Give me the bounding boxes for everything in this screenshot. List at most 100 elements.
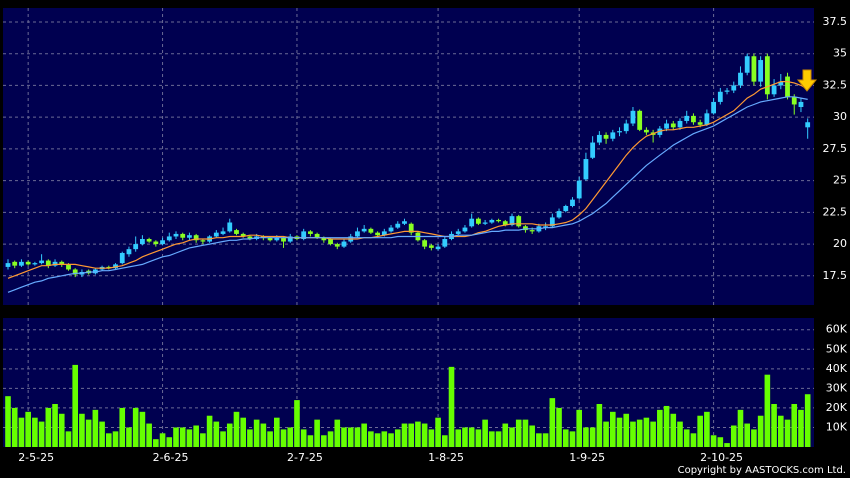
volume-bar (415, 421, 421, 447)
candle-body (308, 231, 313, 234)
volume-bar (233, 411, 240, 447)
candle-body (785, 76, 790, 97)
candle-body (126, 249, 132, 255)
signal-arrow (796, 69, 818, 92)
volume-bar (730, 425, 737, 447)
volume-bar (334, 419, 341, 447)
candle-body (200, 240, 206, 242)
candle-body (355, 231, 360, 237)
candle-body (59, 261, 65, 265)
volume-bar (11, 407, 18, 447)
volume-bar (274, 417, 280, 447)
volume-bar (751, 429, 757, 447)
volume-bar (448, 366, 455, 447)
volume-bar (341, 427, 347, 447)
volume-bar (482, 419, 488, 447)
x-tick-label: 2-10-25 (700, 451, 743, 464)
volume-bar (45, 407, 52, 447)
candle-body (119, 252, 125, 264)
volume-bar (442, 435, 448, 447)
volume-bar (314, 419, 320, 447)
candle-body (623, 123, 629, 132)
candle-body (220, 231, 226, 234)
candle-body (583, 159, 589, 180)
volume-bar (179, 427, 186, 447)
y-tick-label: 30K (826, 381, 848, 394)
volume-bar (347, 427, 354, 447)
volume-bar (542, 433, 549, 447)
volume-bar (791, 404, 798, 447)
candle-body (247, 236, 253, 239)
volume-bar (381, 431, 388, 447)
y-tick-label: 50K (826, 342, 848, 355)
candle-body (435, 246, 441, 250)
candle-body (334, 244, 340, 247)
y-tick-label: 32.5 (823, 78, 848, 91)
volume-bar (515, 419, 522, 447)
candle-body (153, 241, 159, 245)
candle-body (375, 232, 380, 236)
volume-bar (253, 419, 260, 447)
candle-body (462, 227, 468, 232)
candle-body (92, 269, 98, 274)
candle-body (738, 72, 743, 86)
candle-body (388, 227, 394, 232)
candle-body (180, 233, 186, 238)
volume-bar (79, 413, 85, 447)
candle-body (281, 237, 286, 242)
volume-bar (260, 423, 267, 447)
volume-bar (300, 429, 307, 447)
candle-body (361, 228, 367, 232)
volume-bar (72, 364, 78, 447)
candle-body (160, 240, 165, 245)
candle-body (328, 239, 333, 245)
candle-body (590, 142, 596, 158)
price-panel (3, 8, 814, 305)
volume-bar (744, 423, 750, 447)
y-tick-label: 20K (826, 401, 848, 414)
candle-body (502, 221, 508, 226)
volume-bar (650, 421, 656, 447)
volume-bar (502, 423, 509, 447)
candle-body (45, 260, 51, 266)
candle-body (516, 216, 522, 227)
candle-body (5, 263, 11, 267)
candle-body (321, 237, 327, 241)
volume-bar (307, 435, 314, 447)
candle-body (724, 90, 730, 92)
volume-bar (435, 417, 441, 447)
volume-bar (32, 417, 38, 447)
candle-body (267, 237, 273, 241)
candle-body (482, 222, 488, 224)
candle-body (442, 239, 448, 247)
volume-bar (683, 429, 690, 447)
volume-bar (25, 411, 31, 447)
candle-body (234, 230, 239, 234)
candle-body (751, 56, 757, 82)
candle-body (529, 230, 535, 232)
candle-body (711, 101, 716, 114)
volume-bar (704, 411, 710, 447)
volume-bar (495, 431, 502, 447)
volume-bar (139, 411, 146, 447)
y-tick-label: 20 (833, 237, 847, 250)
volume-bar (536, 433, 542, 447)
volume-bar (798, 409, 804, 447)
candle-body (187, 235, 192, 238)
candle-body (402, 221, 407, 224)
volume-bar (529, 425, 535, 447)
candle-body (368, 228, 374, 233)
volume-bar (556, 407, 562, 447)
volume-bar (455, 429, 462, 447)
volume-bar (193, 425, 199, 447)
volume-bar (589, 427, 596, 447)
volume-bar (778, 415, 784, 447)
volume-bar (670, 413, 677, 447)
volume-bar (583, 427, 589, 447)
volume-bar (757, 415, 764, 447)
candle-body (240, 233, 246, 237)
candle-body (146, 239, 152, 242)
volume-bar (576, 409, 582, 447)
y-tick-label: 40K (826, 362, 848, 375)
volume-bar (220, 431, 226, 447)
